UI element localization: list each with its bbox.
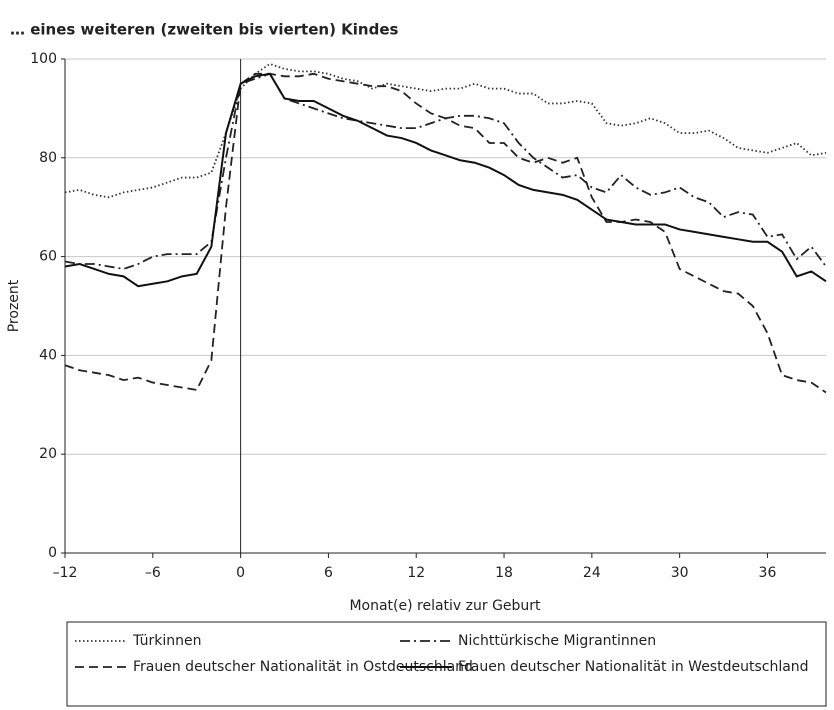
series-line <box>64 62 827 199</box>
legend-label: Frauen deutscher Nationalität in Westdeu… <box>458 659 809 675</box>
y-tick-label: 100 <box>30 51 57 67</box>
x-tick-label: 0 <box>236 565 245 581</box>
x-tick-label: –6 <box>145 565 161 581</box>
series-line <box>64 72 827 288</box>
legend-label: Nichttürkische Migrantinnen <box>458 633 656 649</box>
series-line <box>64 72 827 394</box>
x-tick-label: 24 <box>583 565 601 581</box>
x-tick-label: 36 <box>759 565 777 581</box>
x-axis-label: Monat(e) relativ zur Geburt <box>349 598 541 614</box>
y-axis-label: Prozent <box>6 279 22 332</box>
legend-box <box>66 621 827 707</box>
y-tick-label: 80 <box>39 150 57 166</box>
legend-label: Türkinnen <box>132 633 202 649</box>
y-tick-label: 0 <box>48 545 57 561</box>
y-tick-label: 60 <box>39 249 57 265</box>
chart-title: … eines weiteren (zweiten bis vierten) K… <box>10 21 399 39</box>
series-line <box>64 72 827 270</box>
legend-label: Frauen deutscher Nationalität in Ostdeut… <box>133 659 473 675</box>
x-tick-label: –12 <box>53 565 78 581</box>
x-tick-label: 18 <box>495 565 513 581</box>
x-tick-label: 6 <box>324 565 333 581</box>
y-tick-label: 20 <box>39 446 57 462</box>
y-tick-label: 40 <box>39 347 57 363</box>
x-tick-label: 30 <box>671 565 689 581</box>
x-tick-label: 12 <box>407 565 425 581</box>
